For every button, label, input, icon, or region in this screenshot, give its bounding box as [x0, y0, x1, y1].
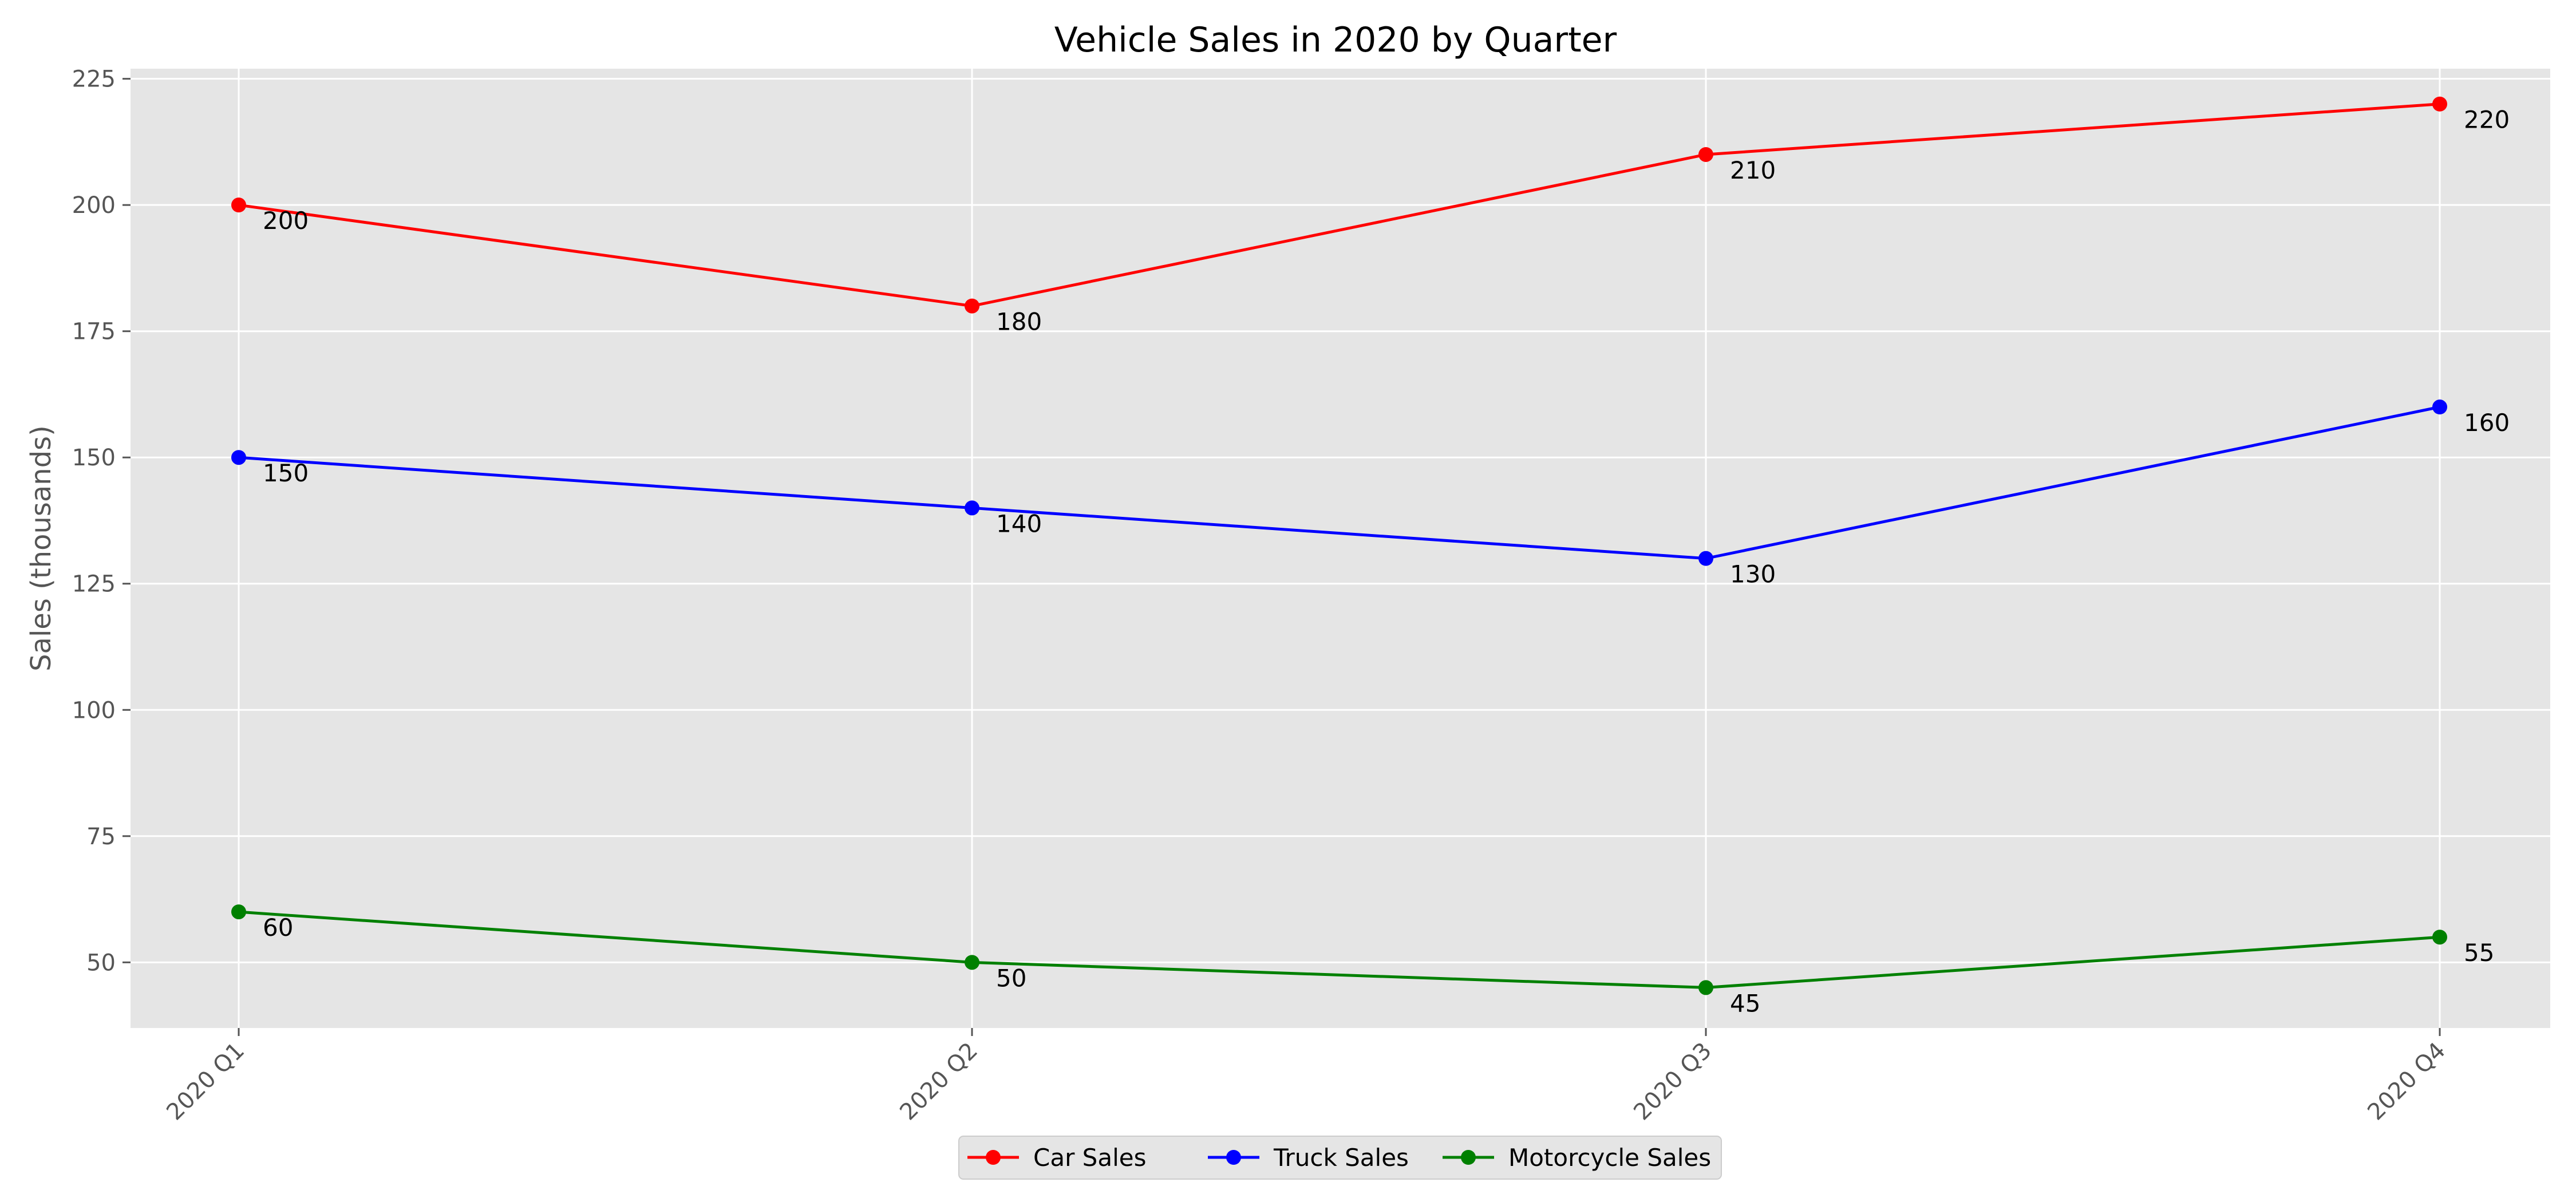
legend-entry: Truck Sales [1273, 1144, 1409, 1172]
data-label: 150 [263, 459, 309, 487]
data-point [231, 450, 246, 465]
data-label: 140 [996, 509, 1042, 537]
legend-entry: Motorcycle Sales [1508, 1144, 1711, 1172]
legend-marker [1226, 1150, 1241, 1165]
data-point [1698, 551, 1713, 566]
series-truck-sales: 150 140 130 160 [231, 400, 2510, 588]
data-label: 55 [2464, 939, 2494, 967]
legend-marker [986, 1150, 1001, 1165]
x-tick-label: 2020 Q4 [2362, 1038, 2451, 1126]
data-point [1698, 980, 1713, 995]
plot-area [131, 69, 2550, 1028]
data-point [965, 298, 979, 314]
legend-marker [1461, 1150, 1476, 1165]
data-label: 130 [1730, 560, 1776, 588]
data-label: 180 [996, 308, 1042, 336]
legend: Car Sales Truck Sales Motorcycle Sales [958, 1136, 1722, 1180]
data-label: 50 [996, 964, 1026, 992]
data-point [965, 500, 979, 516]
grid-lines [131, 69, 2550, 1028]
y-tick-label: 150 [72, 445, 116, 471]
series-car-sales: 200 180 210 220 [231, 96, 2510, 336]
legend-entry: Car Sales [1033, 1144, 1146, 1172]
series-motorcycle-sales: 60 50 45 55 [231, 904, 2494, 1017]
series-line [238, 102, 2440, 308]
x-tick-label: 2020 Q1 [161, 1038, 250, 1126]
legend-frame [958, 1136, 1722, 1180]
data-point [2432, 400, 2447, 415]
data-point [2432, 96, 2447, 112]
data-point [231, 197, 246, 213]
y-axis-ticks: 50 75 100 125 150 175 200 225 [72, 66, 131, 976]
data-point [1698, 147, 1713, 162]
chart-title: Vehicle Sales in 2020 by Quarter [1054, 20, 1617, 60]
data-label: 220 [2464, 106, 2510, 134]
y-tick-label: 50 [86, 950, 116, 976]
data-label: 45 [1730, 989, 1760, 1017]
y-tick-label: 175 [72, 319, 116, 345]
data-point [965, 955, 979, 970]
y-axis-label: Sales (thousands) [25, 425, 57, 671]
data-point [231, 904, 246, 920]
y-tick-label: 125 [72, 571, 116, 598]
data-label: 160 [2464, 409, 2510, 437]
y-tick-label: 200 [72, 192, 116, 219]
data-label: 200 [263, 207, 309, 235]
series-group: 200 180 210 220 150 140 130 160 60 50 45 55 [231, 96, 2510, 1017]
y-tick-label: 100 [72, 697, 116, 723]
x-axis-ticks: 2020 Q1 2020 Q2 2020 Q3 2020 Q4 [161, 1028, 2451, 1125]
y-tick-label: 75 [86, 824, 116, 850]
y-tick-label: 225 [72, 66, 116, 93]
series-line [238, 910, 2440, 989]
series-line [238, 405, 2440, 560]
x-tick-label: 2020 Q2 [895, 1038, 983, 1126]
data-label: 60 [263, 914, 293, 942]
x-tick-label: 2020 Q3 [1629, 1038, 1717, 1126]
data-point [2432, 930, 2447, 945]
data-label: 210 [1730, 156, 1776, 184]
